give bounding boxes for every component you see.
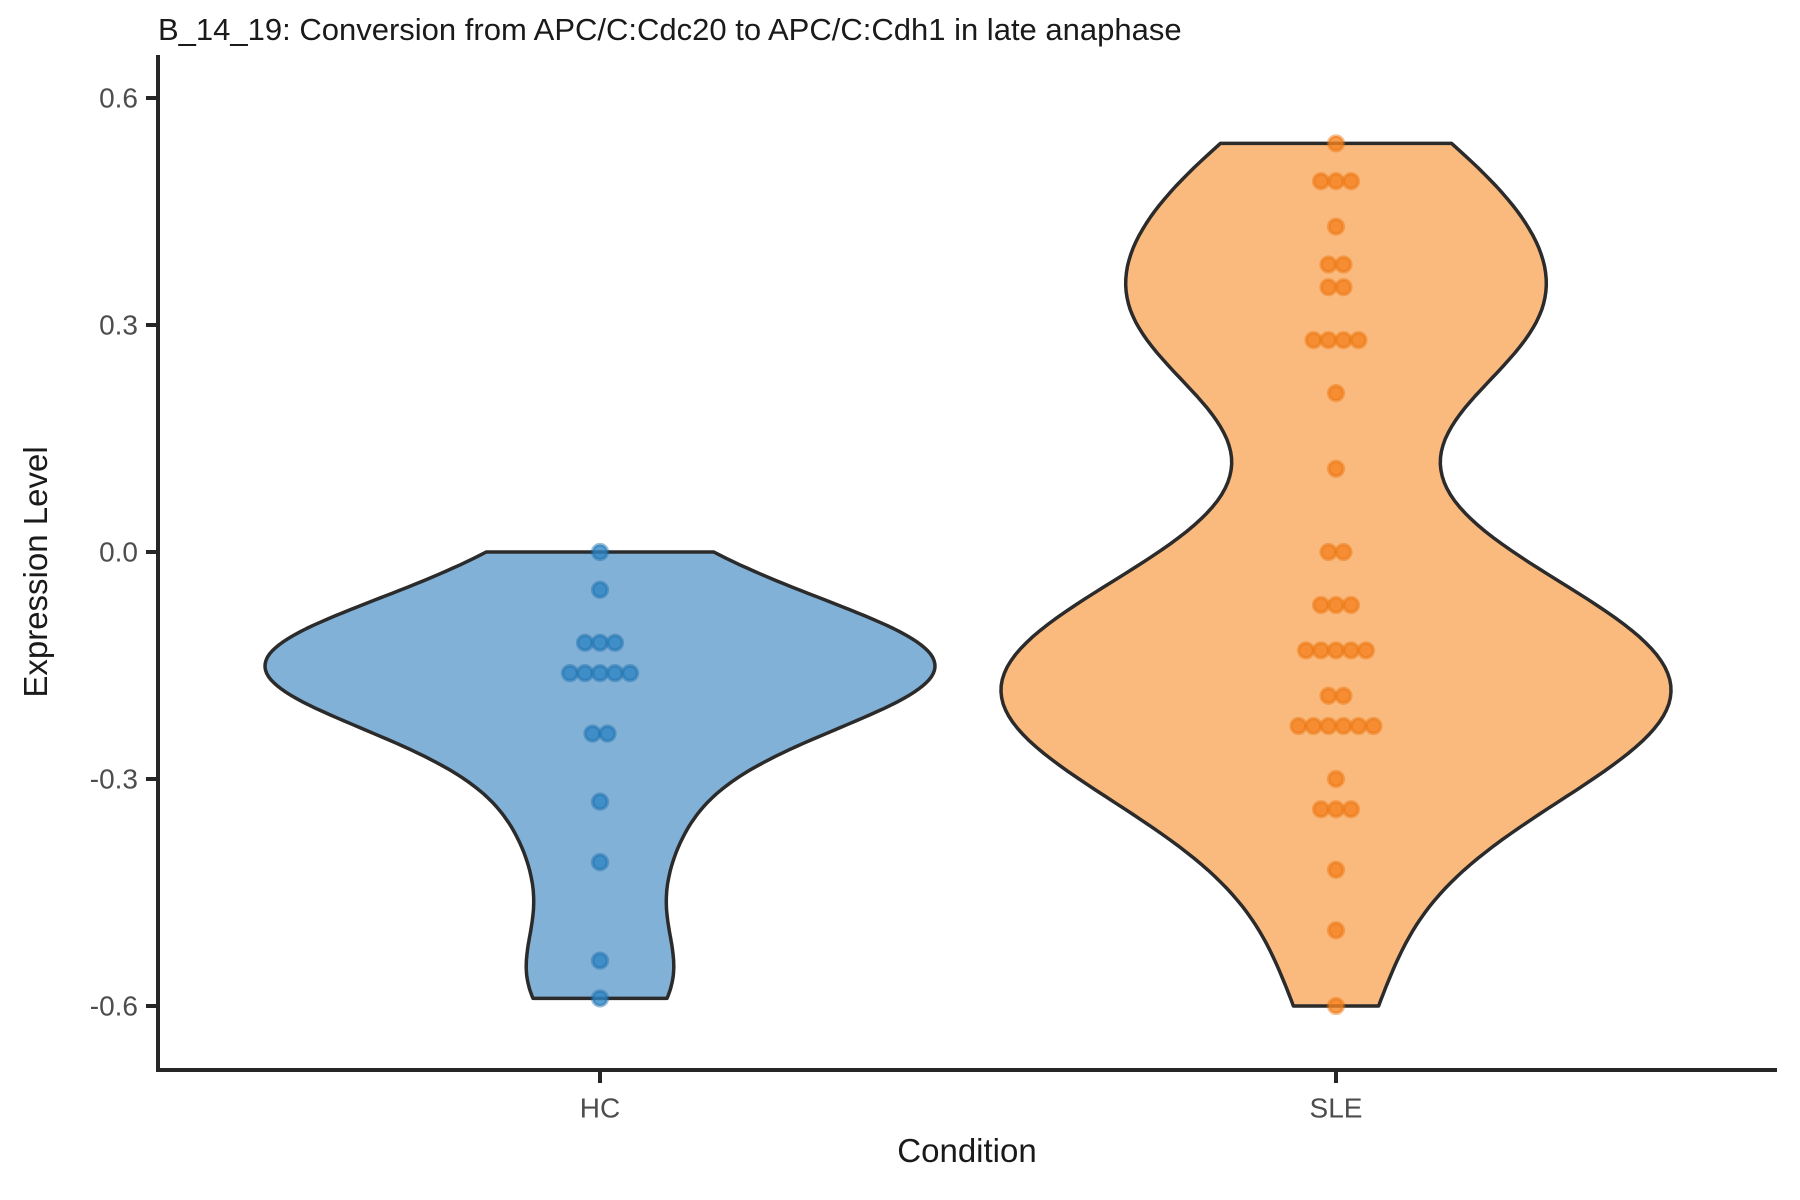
sle-data-point bbox=[1349, 716, 1368, 736]
hc-data-point bbox=[590, 663, 610, 683]
y-tick-label: -0.6 bbox=[90, 991, 138, 1022]
sle-data-point bbox=[1326, 217, 1346, 236]
hc-data-point bbox=[590, 542, 610, 562]
sle-data-point bbox=[1334, 330, 1353, 350]
sle-data-point bbox=[1326, 921, 1346, 940]
sle-data-point bbox=[1341, 800, 1361, 819]
sle-data-point bbox=[1326, 459, 1346, 478]
x-tick-label-hc: HC bbox=[580, 1093, 620, 1124]
sle-data-point bbox=[1326, 172, 1346, 191]
sle-data-point bbox=[1319, 716, 1338, 736]
sle-data-point bbox=[1319, 255, 1338, 274]
hc-data-point bbox=[590, 792, 610, 811]
hc-data-point bbox=[598, 724, 617, 743]
y-tick-label: -0.3 bbox=[90, 764, 138, 795]
y-axis-title: Expression Level bbox=[17, 446, 54, 698]
sle-data-point bbox=[1326, 800, 1346, 819]
sle-data-point bbox=[1311, 800, 1331, 819]
sle-data-point bbox=[1326, 996, 1346, 1016]
hc-data-point bbox=[590, 580, 610, 599]
hc-data-point bbox=[590, 853, 610, 872]
hc-data-point bbox=[575, 633, 595, 652]
hc-data-point bbox=[560, 663, 580, 683]
hc-data-point bbox=[590, 989, 610, 1008]
sle-data-point bbox=[1311, 595, 1331, 615]
sle-data-point bbox=[1326, 595, 1346, 615]
sle-data-point bbox=[1334, 686, 1353, 705]
sle-data-point bbox=[1326, 860, 1346, 879]
sle-data-point bbox=[1289, 716, 1308, 736]
y-tick-label: 0.0 bbox=[99, 537, 138, 568]
y-tick-label: 0.3 bbox=[99, 309, 138, 340]
sle-data-point bbox=[1326, 134, 1346, 153]
sle-data-point bbox=[1341, 172, 1361, 191]
hc-data-point bbox=[590, 951, 610, 970]
sle-data-point bbox=[1341, 595, 1361, 615]
sle-data-point bbox=[1334, 278, 1353, 297]
sle-data-point bbox=[1341, 641, 1361, 660]
sle-data-point bbox=[1356, 641, 1376, 660]
sle-data-point bbox=[1326, 641, 1346, 660]
hc-violin-shape bbox=[263, 550, 937, 1001]
hc-data-point bbox=[590, 633, 610, 652]
x-tick-label-sle: SLE bbox=[1310, 1093, 1363, 1124]
hc-data-point bbox=[620, 663, 640, 683]
sle-data-point bbox=[1311, 641, 1331, 660]
x-axis-title: Condition bbox=[897, 1132, 1037, 1169]
hc-data-point bbox=[575, 663, 595, 683]
sle-data-point bbox=[1364, 716, 1383, 736]
hc-data-point bbox=[605, 633, 625, 652]
sle-data-point bbox=[1304, 716, 1323, 736]
sle-data-point bbox=[1319, 542, 1338, 562]
y-tick-label: 0.6 bbox=[99, 82, 138, 113]
sle-data-point bbox=[1304, 330, 1323, 350]
hc-data-point bbox=[583, 724, 602, 743]
sle-data-point bbox=[1334, 716, 1353, 736]
sle-data-point bbox=[1296, 641, 1316, 660]
sle-violin-shape bbox=[999, 141, 1673, 1008]
chart-title: B_14_19: Conversion from APC/C:Cdc20 to … bbox=[158, 12, 1182, 47]
sle-data-point bbox=[1319, 330, 1338, 350]
sle-data-point bbox=[1326, 383, 1346, 403]
sle-data-point bbox=[1334, 542, 1353, 562]
sle-data-point bbox=[1334, 255, 1353, 274]
sle-data-point bbox=[1311, 172, 1331, 191]
sle-data-point bbox=[1349, 330, 1368, 350]
sle-data-point bbox=[1319, 686, 1338, 705]
sle-data-point bbox=[1319, 278, 1338, 297]
hc-data-point bbox=[605, 663, 625, 683]
sle-data-point bbox=[1326, 769, 1346, 789]
